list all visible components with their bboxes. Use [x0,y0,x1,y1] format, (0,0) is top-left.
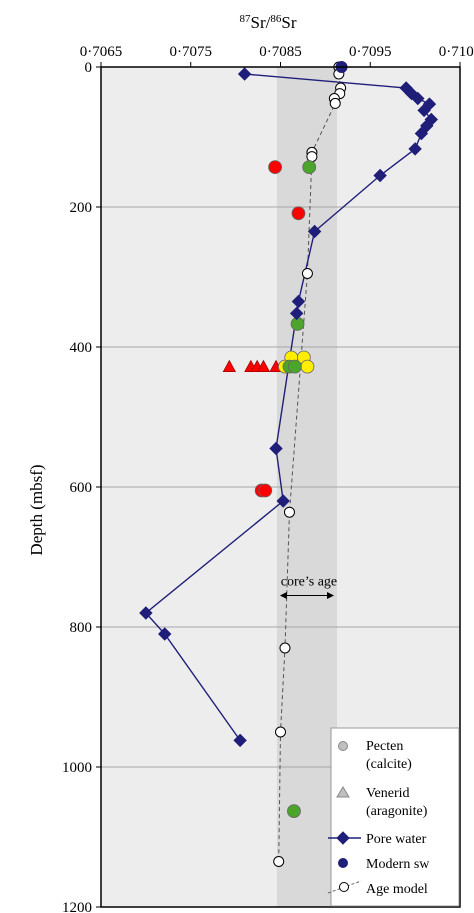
x-axis-title-end: Sr [281,13,296,32]
pore-water-point [291,294,306,309]
y-tick-label: 800 [70,620,93,636]
x-axis-ticks: 0·7065 0·7075 0·7085 0·7095 0·7105 [80,44,474,67]
legend-box [330,727,460,907]
age-model-point [279,642,291,654]
pore-water-point [289,306,304,321]
pecten-point [290,316,305,331]
legend: Pecten (calcite) Venerid (aragonite) Por… [327,727,460,907]
pore-water-point [420,119,434,133]
legend-age-model-label: Age model [366,882,428,897]
y-tick-label: 1200 [62,900,92,913]
legend-pore-water-label: Pore water [366,832,427,847]
x-tick-label: 0·7095 [349,44,392,60]
age-model-point [273,856,285,867]
legend-venerid-marker [336,786,350,798]
pecten-point [258,483,273,498]
y-tick-label: 600 [70,480,93,496]
pore-water-point [276,494,290,508]
pore-water-point [373,168,387,183]
series-layer [139,61,438,867]
pore-water-point [414,126,429,141]
y-axis-ticks: 0 200 400 600 800 1000 1200 [62,60,101,913]
legend-venerid-label: Venerid [366,786,410,801]
y-tick-label: 200 [70,200,93,216]
legend-modern-sw-label: Modern sw [366,857,430,872]
pecten-point [291,206,306,221]
legend-pecten-sublabel: (calcite) [366,757,412,772]
y-tick-label: 0 [85,60,93,76]
pore-water-point [237,67,252,81]
pore-water-point [408,142,422,156]
venerid-point [222,359,237,372]
core-age-annotation: core’s age [279,575,337,599]
x-tick-label: 0·7065 [80,44,123,60]
pecten-point [300,359,315,374]
age-model-point [301,268,313,279]
plot-frame [100,66,461,908]
legend-modern-sw-marker [338,858,348,868]
core-age-arrowhead-left [279,592,287,599]
x-axis-title-mid: Sr/ [251,13,271,32]
x-axis-title-sup2: 86 [270,13,282,25]
age-model-point [275,726,286,738]
pore-water-point [307,224,322,239]
pore-water-point [158,627,172,641]
y-tick-label: 400 [70,340,93,356]
legend-pecten-label: Pecten [366,739,403,754]
age-model-point [306,151,318,163]
pore-water-point [417,103,431,118]
pore-water-point [139,606,153,620]
core-age-label: core’s age [281,575,337,590]
legend-venerid-sublabel: (aragonite) [366,804,428,819]
pecten-point [268,160,283,175]
core-age-arrowhead-right [327,592,335,599]
pore-water-point [233,733,247,748]
x-axis-title-sup1: 87 [240,13,252,25]
pecten-point [287,359,302,374]
x-axis-title: 87Sr/86Sr [240,13,297,32]
pecten-point [287,804,301,818]
legend-pore-water-marker [336,831,350,845]
pecten-point [302,160,317,175]
pore-water-point [411,91,425,106]
pore-water-point [269,441,283,456]
legend-age-model-marker [339,882,349,892]
age-model-point [329,97,341,109]
age-model-point [283,506,295,518]
x-tick-label: 0·7105 [439,44,474,60]
y-tick-label: 1000 [62,760,92,776]
venerid-point [256,359,271,372]
legend-pecten-marker [338,741,348,751]
y-axis-title: Depth (mbsf) [27,464,46,555]
x-tick-label: 0·7085 [259,44,302,60]
x-tick-label: 0·7075 [170,44,213,60]
